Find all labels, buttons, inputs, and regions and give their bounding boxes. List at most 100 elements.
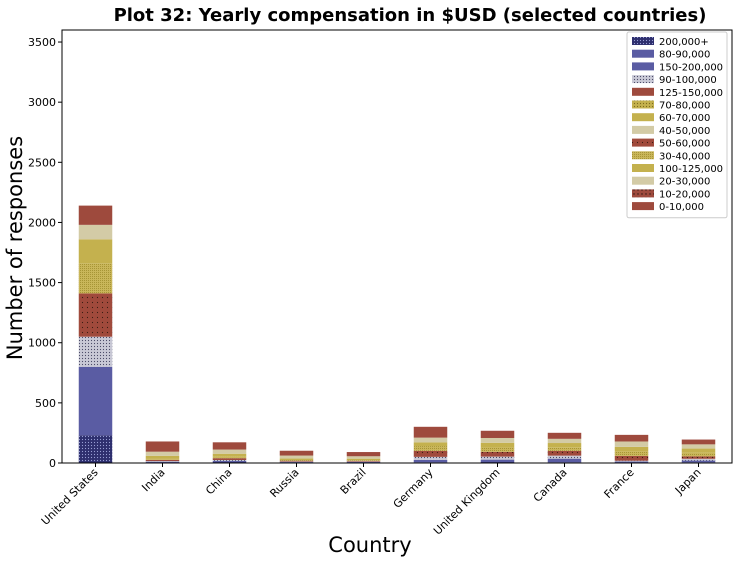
y-tick-label: 3500 bbox=[28, 36, 56, 49]
bar-segment bbox=[146, 441, 180, 451]
bar-segment bbox=[548, 433, 582, 439]
bar-segment bbox=[548, 456, 582, 459]
legend-swatch bbox=[632, 164, 654, 172]
legend-swatch bbox=[632, 139, 654, 147]
x-axis-label: Country bbox=[328, 533, 411, 557]
bar-segment bbox=[79, 435, 113, 463]
bar-segment bbox=[280, 461, 314, 462]
bar-segment bbox=[79, 293, 113, 336]
bar-segment bbox=[548, 459, 582, 463]
bar-segment bbox=[146, 456, 180, 459]
legend-label: 100-125,000 bbox=[659, 164, 723, 175]
bar-segment bbox=[280, 459, 314, 460]
y-axis-label: Number of responses bbox=[3, 136, 27, 360]
x-tick-label: Germany bbox=[391, 466, 436, 511]
bar-segment bbox=[414, 451, 448, 457]
legend-swatch bbox=[632, 50, 654, 58]
bar-segment bbox=[481, 438, 515, 443]
y-tick-label: 0 bbox=[49, 457, 56, 470]
legend-label: 40-50,000 bbox=[659, 126, 710, 137]
legend-label: 70-80,000 bbox=[659, 101, 710, 112]
bar-segment bbox=[682, 456, 716, 458]
bar-segment bbox=[481, 452, 515, 457]
bar-segment bbox=[347, 461, 381, 462]
x-tick-label: Canada bbox=[531, 466, 570, 505]
legend-swatch bbox=[632, 62, 654, 70]
legend-label: 10-20,000 bbox=[659, 189, 710, 200]
legend-label: 90-100,000 bbox=[659, 75, 717, 86]
bar-segment bbox=[79, 239, 113, 263]
y-tick-label: 1500 bbox=[28, 277, 56, 290]
bar-segment bbox=[146, 459, 180, 460]
bar-segment bbox=[347, 460, 381, 461]
legend-swatch bbox=[632, 151, 654, 159]
bar-segment bbox=[615, 435, 649, 442]
x-tick-label: Russia bbox=[267, 466, 301, 500]
bar-segment bbox=[615, 456, 649, 461]
bar-segment bbox=[481, 443, 515, 448]
bar-segment bbox=[615, 447, 649, 451]
bar-segment bbox=[146, 462, 180, 463]
legend-swatch bbox=[632, 37, 654, 45]
bar-segment bbox=[682, 444, 716, 448]
x-tick-label: United States bbox=[39, 466, 101, 528]
y-tick-label: 2000 bbox=[28, 216, 56, 229]
bar-segment bbox=[79, 337, 113, 367]
bar-segment bbox=[548, 439, 582, 443]
legend-swatch bbox=[632, 126, 654, 134]
bar-segment bbox=[414, 460, 448, 462]
x-tick-label: United Kingdom bbox=[431, 466, 503, 538]
y-tick-label: 3000 bbox=[28, 96, 56, 109]
x-tick-label: Japan bbox=[672, 466, 704, 498]
bar-segment bbox=[682, 449, 716, 453]
legend-swatch bbox=[632, 88, 654, 96]
x-tick-label: China bbox=[203, 466, 234, 497]
legend-swatch bbox=[632, 202, 654, 210]
bar-segment bbox=[481, 460, 515, 462]
bar-segment bbox=[280, 460, 314, 461]
y-tick-label: 2500 bbox=[28, 156, 56, 169]
legend-swatch bbox=[632, 177, 654, 185]
bar-segment bbox=[146, 461, 180, 462]
legend-label: 0-10,000 bbox=[659, 202, 704, 213]
legend-label: 150-200,000 bbox=[659, 62, 723, 73]
bar-segment bbox=[213, 442, 247, 449]
x-tick-label: Brazil bbox=[338, 466, 369, 497]
bar-segment bbox=[79, 367, 113, 436]
chart-title: Plot 32: Yearly compensation in $USD (se… bbox=[114, 5, 707, 26]
legend-label: 200,000+ bbox=[659, 37, 709, 48]
bar-segment bbox=[280, 451, 314, 456]
legend-label: 30-40,000 bbox=[659, 151, 710, 162]
legend-label: 80-90,000 bbox=[659, 50, 710, 61]
bar-segment bbox=[414, 442, 448, 446]
bar-segment bbox=[347, 456, 381, 458]
bar-segment bbox=[682, 453, 716, 457]
x-tick-label: India bbox=[139, 466, 167, 494]
bar-segment bbox=[414, 446, 448, 451]
legend-label: 125-150,000 bbox=[659, 88, 723, 99]
bar-segment bbox=[481, 448, 515, 452]
bar-segment bbox=[213, 461, 247, 462]
bar-segment bbox=[682, 459, 716, 461]
y-tick-label: 500 bbox=[35, 397, 56, 410]
bar-segment bbox=[548, 451, 582, 456]
bar-segment bbox=[481, 457, 515, 460]
bar-segment bbox=[213, 460, 247, 461]
bar-segment bbox=[79, 263, 113, 293]
bar-segment bbox=[615, 451, 649, 456]
bar-segment bbox=[213, 457, 247, 458]
bar-segment bbox=[213, 458, 247, 460]
legend-label: 60-70,000 bbox=[659, 113, 710, 124]
legend-swatch bbox=[632, 101, 654, 109]
bar-segment bbox=[347, 462, 381, 463]
bar-segment bbox=[79, 206, 113, 225]
x-tick-label: France bbox=[602, 466, 637, 501]
bar-segment bbox=[481, 431, 515, 438]
legend-label: 50-60,000 bbox=[659, 139, 710, 150]
plot-area bbox=[79, 206, 716, 463]
y-tick-label: 1000 bbox=[28, 337, 56, 350]
bar-segment bbox=[79, 225, 113, 239]
bar-segment bbox=[280, 456, 314, 459]
